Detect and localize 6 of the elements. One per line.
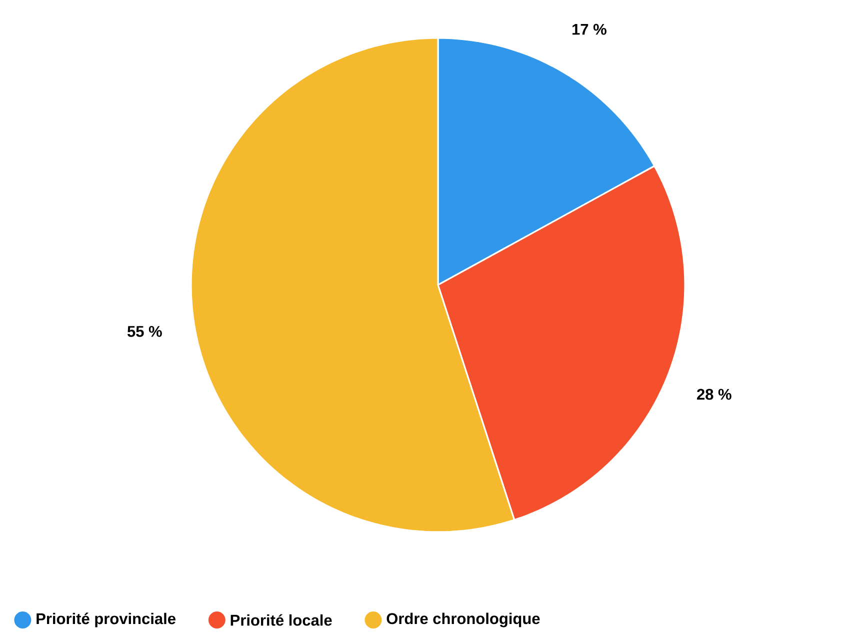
data-label: 17 % xyxy=(572,24,606,35)
legend-label: Priorité locale xyxy=(230,614,332,626)
data-label: 28 % xyxy=(697,388,732,400)
data-label: 55 % xyxy=(127,326,162,337)
legend-label: Ordre chronologique xyxy=(386,612,540,628)
legend-label: Priorité provinciale xyxy=(36,612,176,628)
